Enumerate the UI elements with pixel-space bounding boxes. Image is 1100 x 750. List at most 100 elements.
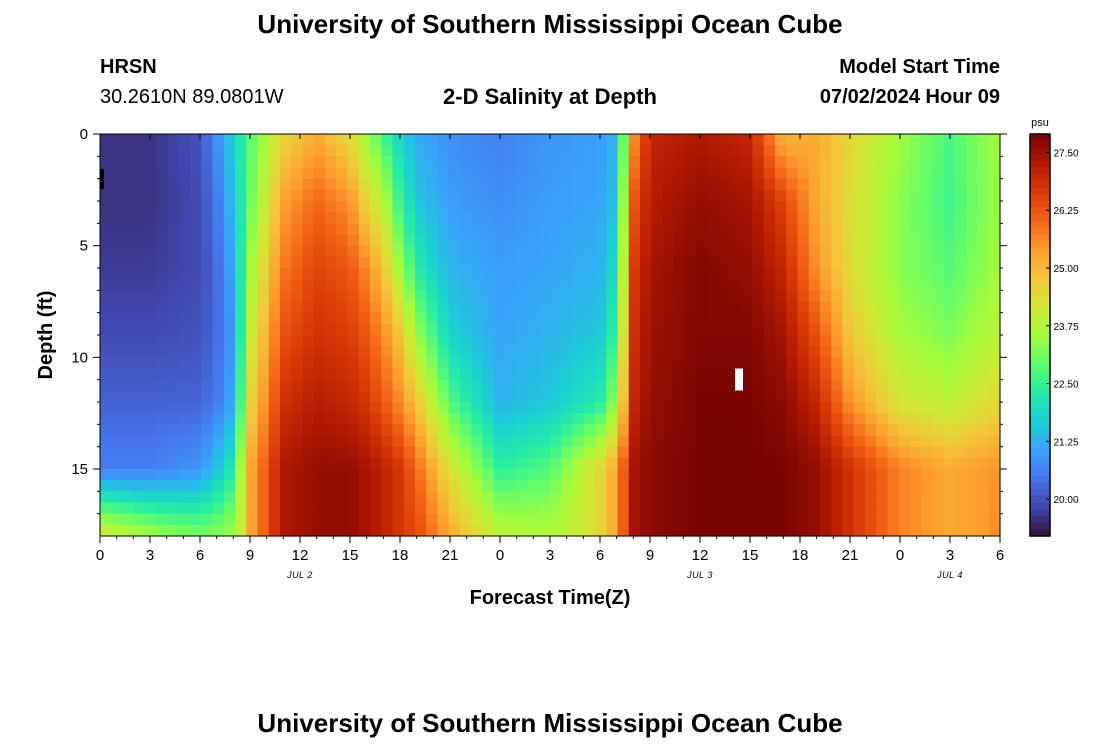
heatmap-cell	[403, 457, 416, 470]
heatmap-cell	[752, 335, 765, 347]
heatmap-cell	[291, 178, 304, 191]
heatmap-cell	[527, 457, 540, 470]
heatmap-cell	[145, 201, 157, 213]
heatmap-cell	[471, 469, 484, 481]
heatmap-cell	[943, 424, 956, 437]
heatmap-cell	[471, 513, 484, 526]
heatmap-cell	[932, 178, 945, 191]
heatmap-cell	[538, 290, 551, 303]
heatmap-cell	[212, 480, 225, 492]
heatmap-cell	[460, 189, 472, 202]
heatmap-cell	[583, 390, 596, 403]
heatmap-cell	[437, 357, 450, 370]
heatmap-cell	[313, 457, 326, 470]
heatmap-cell	[842, 290, 855, 303]
heatmap-cell	[786, 390, 799, 403]
heatmap-cell	[122, 413, 135, 425]
heatmap-cell	[752, 435, 765, 448]
heatmap-cell	[280, 491, 292, 504]
heatmap-cell	[302, 424, 315, 437]
heatmap-cell	[347, 446, 360, 459]
heatmap-cell	[223, 223, 236, 236]
heatmap-cell	[426, 469, 439, 481]
heatmap-cell	[280, 290, 292, 303]
heatmap-cell	[415, 480, 427, 492]
heatmap-cell	[696, 379, 709, 392]
heatmap-cell	[493, 513, 506, 526]
heatmap-cell	[921, 323, 934, 336]
heatmap-cell	[493, 268, 506, 280]
heatmap-cell	[786, 268, 799, 280]
heatmap-cell	[898, 189, 911, 202]
colorbar-swatch	[1030, 201, 1050, 209]
heatmap-cell	[370, 491, 382, 504]
heatmap-cell	[268, 480, 281, 492]
colorbar-swatch	[1030, 515, 1050, 524]
heatmap-cell	[696, 279, 709, 291]
heatmap-cell	[426, 178, 439, 191]
heatmap-cell	[111, 234, 124, 247]
heatmap-cell	[156, 189, 169, 202]
heatmap-cell	[595, 178, 607, 191]
heatmap-cell	[955, 480, 967, 492]
heatmap-cell	[955, 335, 967, 347]
heatmap-cell	[336, 178, 349, 191]
heatmap-cell	[696, 469, 709, 481]
heatmap-cell	[831, 178, 844, 191]
heatmap-cell	[820, 223, 832, 236]
heatmap-cell	[201, 234, 214, 247]
heatmap-cell	[100, 368, 112, 381]
heatmap-cell	[493, 167, 506, 180]
heatmap-cell	[583, 323, 596, 336]
heatmap-cell	[325, 346, 337, 358]
colorbar-swatch	[1030, 462, 1050, 470]
heatmap-cell	[707, 301, 720, 314]
heatmap-cell	[606, 524, 619, 537]
heatmap-cell	[606, 223, 619, 236]
heatmap-cell	[898, 234, 911, 247]
heatmap-cell	[302, 469, 315, 481]
heatmap-cell	[257, 290, 270, 303]
heatmap-cell	[505, 156, 517, 169]
heatmap-cell	[212, 301, 225, 314]
heatmap-cell	[527, 223, 540, 236]
heatmap-cell	[392, 301, 405, 314]
heatmap-cell	[482, 346, 495, 358]
heatmap-cell	[538, 502, 551, 515]
heatmap-cell	[336, 212, 349, 224]
heatmap-cell	[910, 457, 922, 470]
heatmap-cell	[358, 413, 371, 425]
heatmap-cell	[415, 435, 427, 448]
heatmap-cell	[358, 234, 371, 247]
heatmap-cell	[212, 201, 225, 213]
heatmap-cell	[505, 279, 517, 291]
heatmap-cell	[291, 402, 304, 414]
heatmap-cell	[370, 178, 382, 191]
heatmap-cell	[583, 346, 596, 358]
heatmap-cell	[336, 469, 349, 481]
heatmap-cell	[370, 279, 382, 291]
heatmap-cell	[595, 301, 607, 314]
heatmap-cell	[516, 424, 529, 437]
heatmap-cell	[100, 502, 112, 515]
heatmap-cell	[752, 301, 765, 314]
heatmap-cell	[325, 156, 337, 169]
heatmap-cell	[685, 268, 697, 280]
heatmap-cell	[460, 312, 472, 325]
heatmap-cell	[156, 357, 169, 370]
heatmap-cell	[550, 189, 562, 202]
heatmap-cell	[606, 491, 619, 504]
heatmap-cell	[167, 446, 180, 459]
heatmap-cell	[302, 390, 315, 403]
heatmap-cell	[617, 212, 630, 224]
heatmap-cell	[988, 201, 1001, 213]
heatmap-cell	[662, 145, 675, 157]
heatmap-cell	[505, 424, 517, 437]
heatmap-cell	[977, 346, 990, 358]
heatmap-cell	[595, 279, 607, 291]
heatmap-cell	[572, 335, 585, 347]
heatmap-cell	[437, 312, 450, 325]
heatmap-cell	[201, 424, 214, 437]
heatmap-cell	[358, 134, 371, 146]
heatmap-cell	[325, 357, 337, 370]
